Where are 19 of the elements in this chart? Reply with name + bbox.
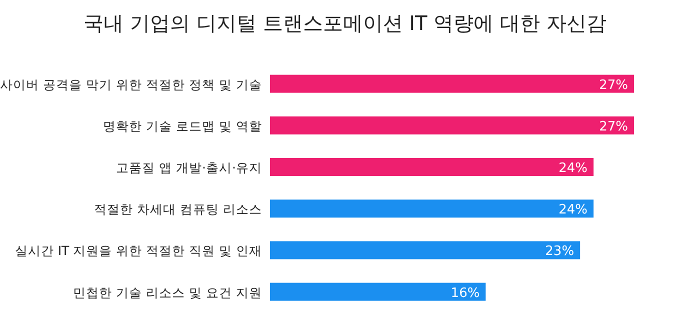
bar [270,241,580,260]
bar [270,74,634,93]
data-label: 23% [545,244,574,260]
data-label: 27% [599,119,628,134]
data-label: 24% [558,161,588,176]
bar [270,200,594,218]
bar [270,282,486,301]
data-label: 24% [558,202,588,218]
data-label: 27% [599,78,628,93]
bar [270,158,594,176]
y-tick-label: 민첩한 기술 리소스 및 요건 지원 [73,284,262,300]
y-tick-label: 명확한 기술 로드맵 및 역할 [103,118,262,134]
bar [270,116,634,134]
data-label: 16% [450,286,480,301]
chart-title: 국내 기업의 디지털 트랜스포메이션 IT 역량에 대한 자신감 [84,11,606,35]
y-tick-label: 고품질 앱 개발·출시·유지 [116,160,262,175]
y-tick-label: 사이버 공격을 막기 위한 적절한 정책 및 기술 [0,76,262,92]
y-tick-label: 적절한 차세대 컴퓨팅 리소스 [94,202,262,217]
y-tick-label: 실시간 IT 지원을 위한 적절한 직원 및 인재 [14,243,262,258]
